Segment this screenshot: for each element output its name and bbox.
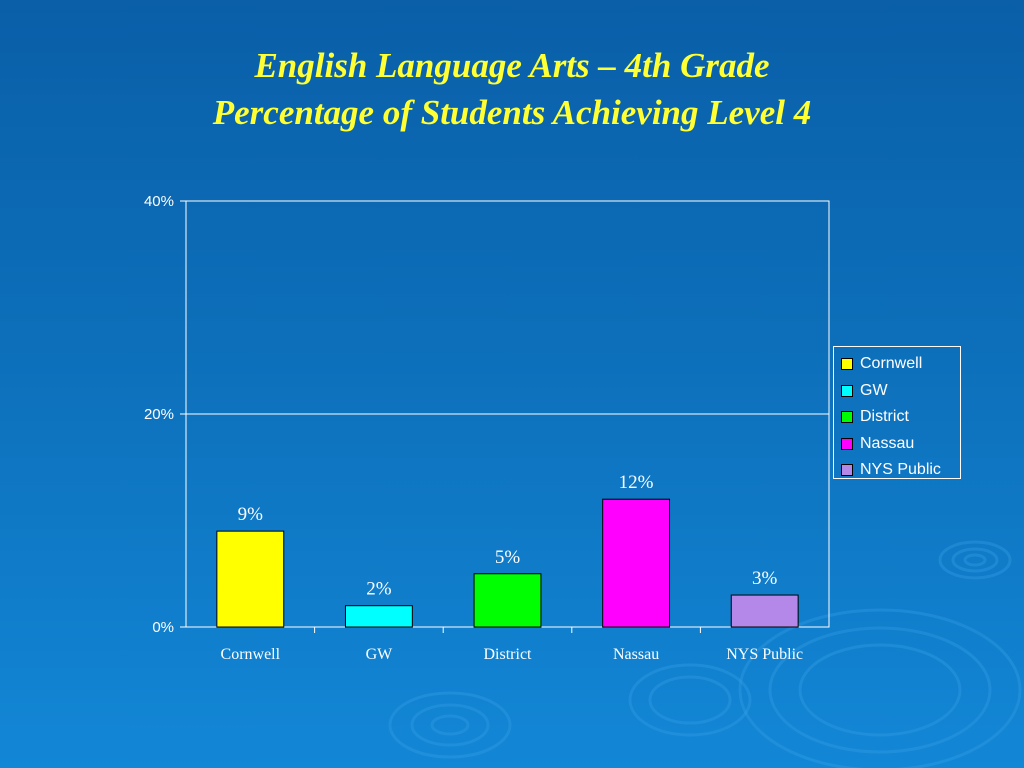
data-label: 3% (752, 568, 778, 589)
bar (344, 605, 413, 628)
data-label: 12% (619, 472, 654, 493)
legend-item: Cornwell (834, 351, 960, 378)
y-tick-label: 0% (152, 619, 174, 636)
data-label: 5% (495, 547, 521, 568)
x-tick-label: District (484, 646, 533, 663)
legend-swatch (841, 411, 853, 424)
y-tick-label: 40% (144, 193, 174, 210)
legend-label: District (860, 408, 909, 426)
y-tick-label: 20% (144, 406, 174, 423)
legend-item: GW (834, 378, 960, 405)
legend-swatch (841, 358, 853, 371)
bar (730, 594, 799, 628)
legend-item: Nassau (834, 431, 960, 458)
legend-swatch (841, 384, 853, 397)
chart-legend: Cornwell GW District Nassau NYS Public (833, 346, 961, 479)
x-tick-label: GW (366, 646, 394, 663)
bar (216, 530, 285, 628)
title-line-1: English Language Arts – 4th Grade (254, 46, 770, 85)
data-label: 9% (238, 504, 264, 525)
title-line-2: Percentage of Students Achieving Level 4 (212, 93, 812, 132)
bar (473, 573, 542, 628)
legend-swatch (841, 437, 853, 450)
legend-item: NYS Public (834, 457, 960, 484)
slide-title: English Language Arts – 4th Grade Percen… (0, 42, 1024, 136)
legend-label: GW (860, 381, 888, 399)
legend-swatch (841, 464, 853, 477)
legend-label: NYS Public (860, 461, 941, 479)
bar (602, 498, 671, 628)
legend-item: District (834, 404, 960, 431)
x-tick-label: Nassau (613, 646, 659, 663)
x-tick-label: NYS Public (726, 646, 803, 663)
legend-label: Cornwell (860, 355, 923, 373)
data-label: 2% (366, 579, 392, 600)
legend-label: Nassau (860, 434, 915, 452)
x-tick-label: Cornwell (221, 646, 281, 663)
